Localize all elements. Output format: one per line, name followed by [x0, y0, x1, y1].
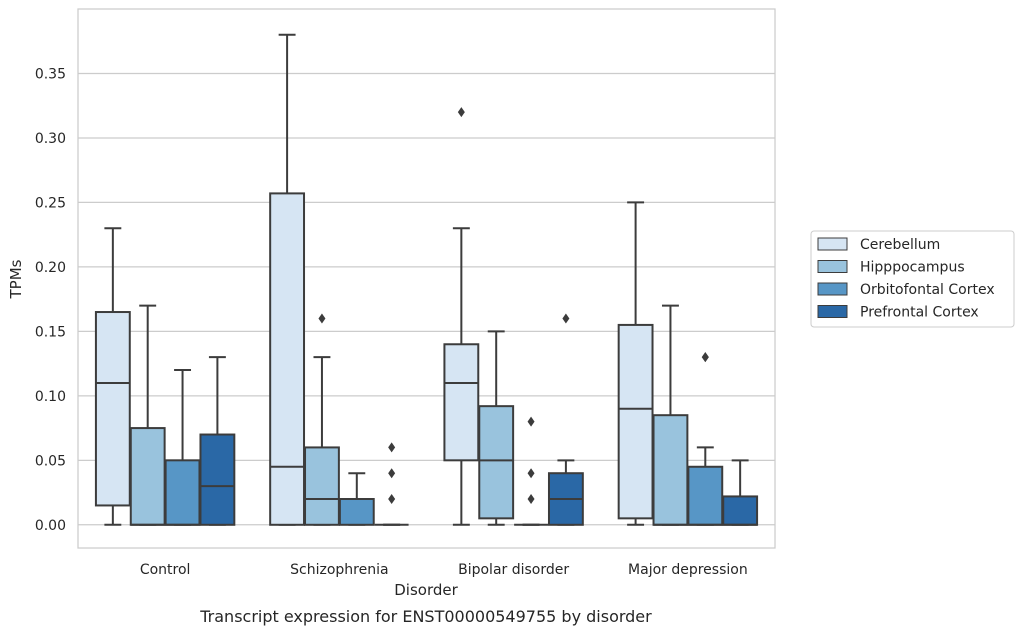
box-cerebellum — [617, 201, 654, 526]
box-prefrontal-cortex — [722, 459, 759, 526]
legend-item: Orbitofontal Cortex — [817, 282, 995, 298]
legend: Cerebellum Hipppocampus Orbitofontal Corte… — [810, 230, 1015, 328]
outlier-point — [318, 313, 326, 324]
y-tick-label: 0.25 — [35, 195, 66, 211]
outlier-point — [388, 468, 396, 479]
box-cerebellum — [443, 107, 480, 526]
outlier-point — [388, 494, 396, 504]
box-body — [164, 459, 201, 526]
legend-swatch — [817, 282, 848, 296]
legend-frame — [810, 230, 1015, 328]
legend-swatch — [817, 260, 848, 273]
box-body — [443, 343, 480, 462]
box-body — [687, 465, 724, 526]
box-orbitofontal-cortex — [164, 369, 201, 526]
legend-item: Cerebellum — [817, 237, 940, 253]
outlier-point — [388, 442, 396, 453]
x-axis-label: Disorder — [394, 581, 458, 599]
box-orbitofontal-cortex — [687, 352, 724, 526]
box-body — [269, 192, 306, 526]
legend-label: Hipppocampus — [860, 260, 965, 276]
box-cerebellum — [94, 227, 131, 526]
y-tick-label: 0.30 — [35, 131, 66, 147]
box-body — [478, 405, 515, 520]
y-tick-label: 0.35 — [35, 66, 66, 82]
box-prefrontal-cortex — [199, 356, 236, 526]
outlier-point — [457, 107, 465, 118]
x-tick-label: Major depression — [628, 562, 748, 578]
outlier-point — [527, 416, 535, 427]
box-prefrontal-cortex — [547, 313, 584, 526]
box-hipppocampus — [304, 313, 340, 526]
box-prefrontal-cortex — [374, 442, 409, 526]
chart-caption: Transcript expression for ENST0000054975… — [199, 607, 652, 626]
outlier-point — [701, 352, 709, 363]
legend-label: Cerebellum — [860, 237, 940, 253]
box-body — [94, 311, 131, 507]
legend-item: Prefrontal Cortex — [817, 305, 979, 321]
box-hipppocampus — [478, 330, 515, 526]
box-body — [617, 323, 654, 520]
outlier-point — [527, 494, 535, 504]
x-tick-label: Bipolar disorder — [458, 562, 569, 578]
box-orbitofontal-cortex — [514, 416, 548, 526]
box-body — [722, 495, 759, 526]
box-body — [199, 433, 236, 526]
y-tick-labels: 0.00 0.05 0.10 0.15 0.20 0.25 0.30 0.35 — [35, 66, 66, 533]
outlier-point — [527, 468, 535, 479]
x-tick-label: Schizophrenia — [290, 562, 388, 578]
box-orbitofontal-cortex — [338, 472, 375, 526]
x-tick-label: Control — [140, 562, 191, 578]
box-body — [338, 498, 375, 526]
box-hipppocampus — [129, 304, 166, 526]
plot-frame — [77, 8, 776, 549]
y-axis-label: TPMs — [7, 259, 25, 299]
legend-swatch — [817, 305, 848, 318]
box-hipppocampus — [652, 304, 689, 526]
legend-swatch — [817, 237, 848, 251]
boxes — [94, 33, 759, 526]
outlier-point — [562, 313, 570, 324]
y-tick-label: 0.20 — [35, 260, 66, 276]
box-body — [129, 427, 166, 526]
x-tick-labels: Control Schizophrenia Bipolar disorder Majo… — [140, 562, 748, 578]
y-tick-label: 0.10 — [35, 389, 66, 405]
box-cerebellum — [269, 33, 306, 526]
y-tick-label: 0.15 — [35, 324, 66, 340]
box-body — [304, 446, 340, 526]
grid — [78, 9, 775, 548]
legend-label: Prefrontal Cortex — [860, 305, 979, 321]
box-body — [652, 414, 689, 526]
y-tick-label: 0.00 — [35, 518, 66, 534]
legend-item: Hipppocampus — [817, 260, 965, 276]
y-tick-label: 0.05 — [35, 453, 66, 469]
legend-label: Orbitofontal Cortex — [860, 282, 995, 298]
